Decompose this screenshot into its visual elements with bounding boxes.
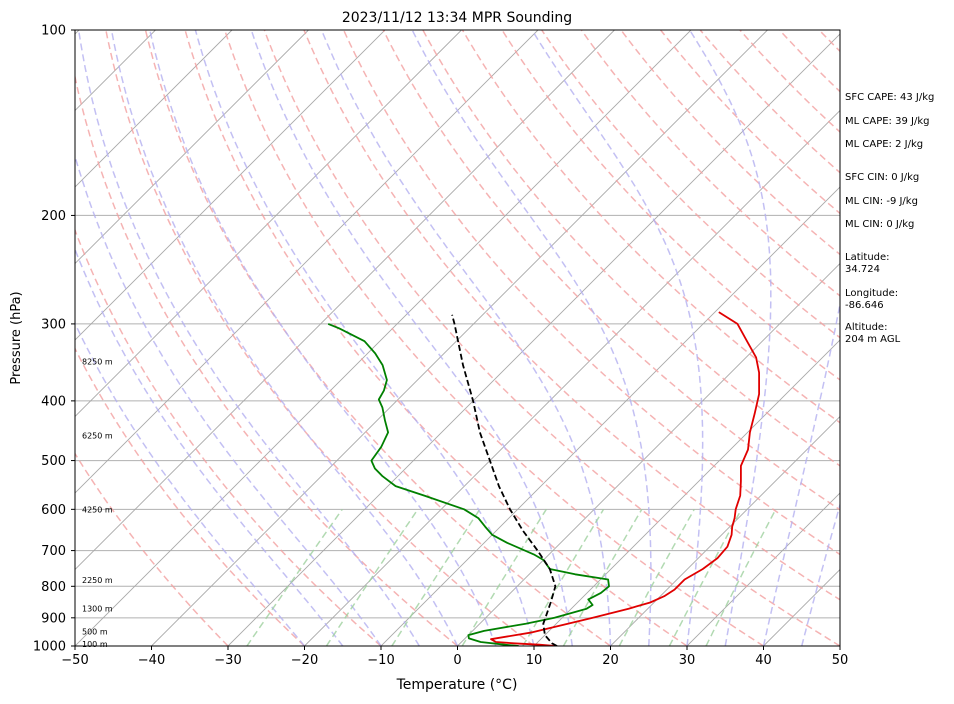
latitude-label: Latitude: <box>845 252 890 264</box>
isotherm-line <box>305 30 921 646</box>
isotherm-line <box>0 30 3 646</box>
x-tick-label: 0 <box>453 653 461 668</box>
isotherm-line <box>0 30 615 646</box>
x-tick-label: 50 <box>832 653 849 668</box>
sfc-cape-text: SFC CAPE: 43 J/kg <box>845 92 934 104</box>
mixing-ratio-line <box>392 509 480 646</box>
mixing-ratio-line <box>706 509 776 646</box>
y-tick-label: 600 <box>41 503 66 518</box>
y-tick-label: 400 <box>41 394 66 409</box>
moist-adiabat <box>532 30 703 646</box>
y-tick-label: 1000 <box>33 640 66 655</box>
isotherm-line <box>228 30 844 646</box>
dry-adiabat <box>0 30 228 646</box>
chart-title: 2023/11/12 13:34 MPR Sounding <box>342 10 572 26</box>
y-tick-label: 300 <box>41 317 66 332</box>
y-tick-label: 500 <box>41 454 66 469</box>
sfc-cin-text: SFC CIN: 0 J/kg <box>845 172 919 184</box>
longitude-label: Longitude: <box>845 288 898 300</box>
x-tick-label: 40 <box>755 653 772 668</box>
height-label: 1300 m <box>82 604 113 613</box>
moist-adiabat <box>690 30 771 646</box>
dry-adiabat <box>304 30 917 646</box>
latitude-value: 34.724 <box>845 264 880 276</box>
height-label: 4250 m <box>82 505 113 514</box>
height-label: 100 m <box>82 640 108 649</box>
dry-adiabat <box>27 30 381 646</box>
altitude-value: 204 m AGL <box>845 334 900 346</box>
height-label: 500 m <box>82 628 108 637</box>
y-tick-label: 100 <box>41 24 66 39</box>
x-axis-label: Temperature (°C) <box>396 677 518 693</box>
moist-adiabat <box>195 30 534 646</box>
longitude-value: -86.646 <box>845 300 884 312</box>
mixing-ratio-line <box>669 509 741 646</box>
dewpoint-line <box>328 324 609 646</box>
x-tick-label: 20 <box>602 653 619 668</box>
altitude-label: Altitude: <box>845 322 887 334</box>
y-tick-label: 900 <box>41 611 66 626</box>
moist-adiabat <box>23 30 342 646</box>
height-label: 8250 m <box>82 357 113 366</box>
x-tick-label: −30 <box>214 653 241 668</box>
isotherm-line <box>75 30 691 646</box>
x-tick-label: −20 <box>291 653 318 668</box>
ml-cape-text: ML CAPE: 39 J/kg <box>845 116 929 128</box>
moist-adiabat <box>150 30 496 646</box>
mixing-ratio-line <box>462 509 546 646</box>
dry-adiabat <box>225 30 764 646</box>
y-tick-label: 800 <box>41 580 66 595</box>
x-tick-label: −50 <box>61 653 88 668</box>
y-axis-label: Pressure (hPa) <box>9 291 24 384</box>
ml-cin-text: ML CIN: -9 J/kg <box>845 196 918 208</box>
ml-cape-text-2: ML CAPE: 2 J/kg <box>845 139 923 151</box>
moist-adiabat <box>50 30 381 646</box>
y-tick-label: 200 <box>41 209 66 224</box>
dry-adiabat <box>146 30 611 646</box>
x-tick-label: −40 <box>138 653 165 668</box>
x-tick-label: −10 <box>367 653 394 668</box>
x-tick-label: 30 <box>679 653 696 668</box>
y-tick-label: 700 <box>41 544 66 559</box>
mixing-ratio-line <box>247 509 342 646</box>
isotherm-line <box>0 30 232 646</box>
ml-cin-text-2: ML CIN: 0 J/kg <box>845 219 914 231</box>
height-label: 6250 m <box>82 431 113 440</box>
x-tick-label: 10 <box>526 653 543 668</box>
height-label: 2250 m <box>82 576 113 585</box>
